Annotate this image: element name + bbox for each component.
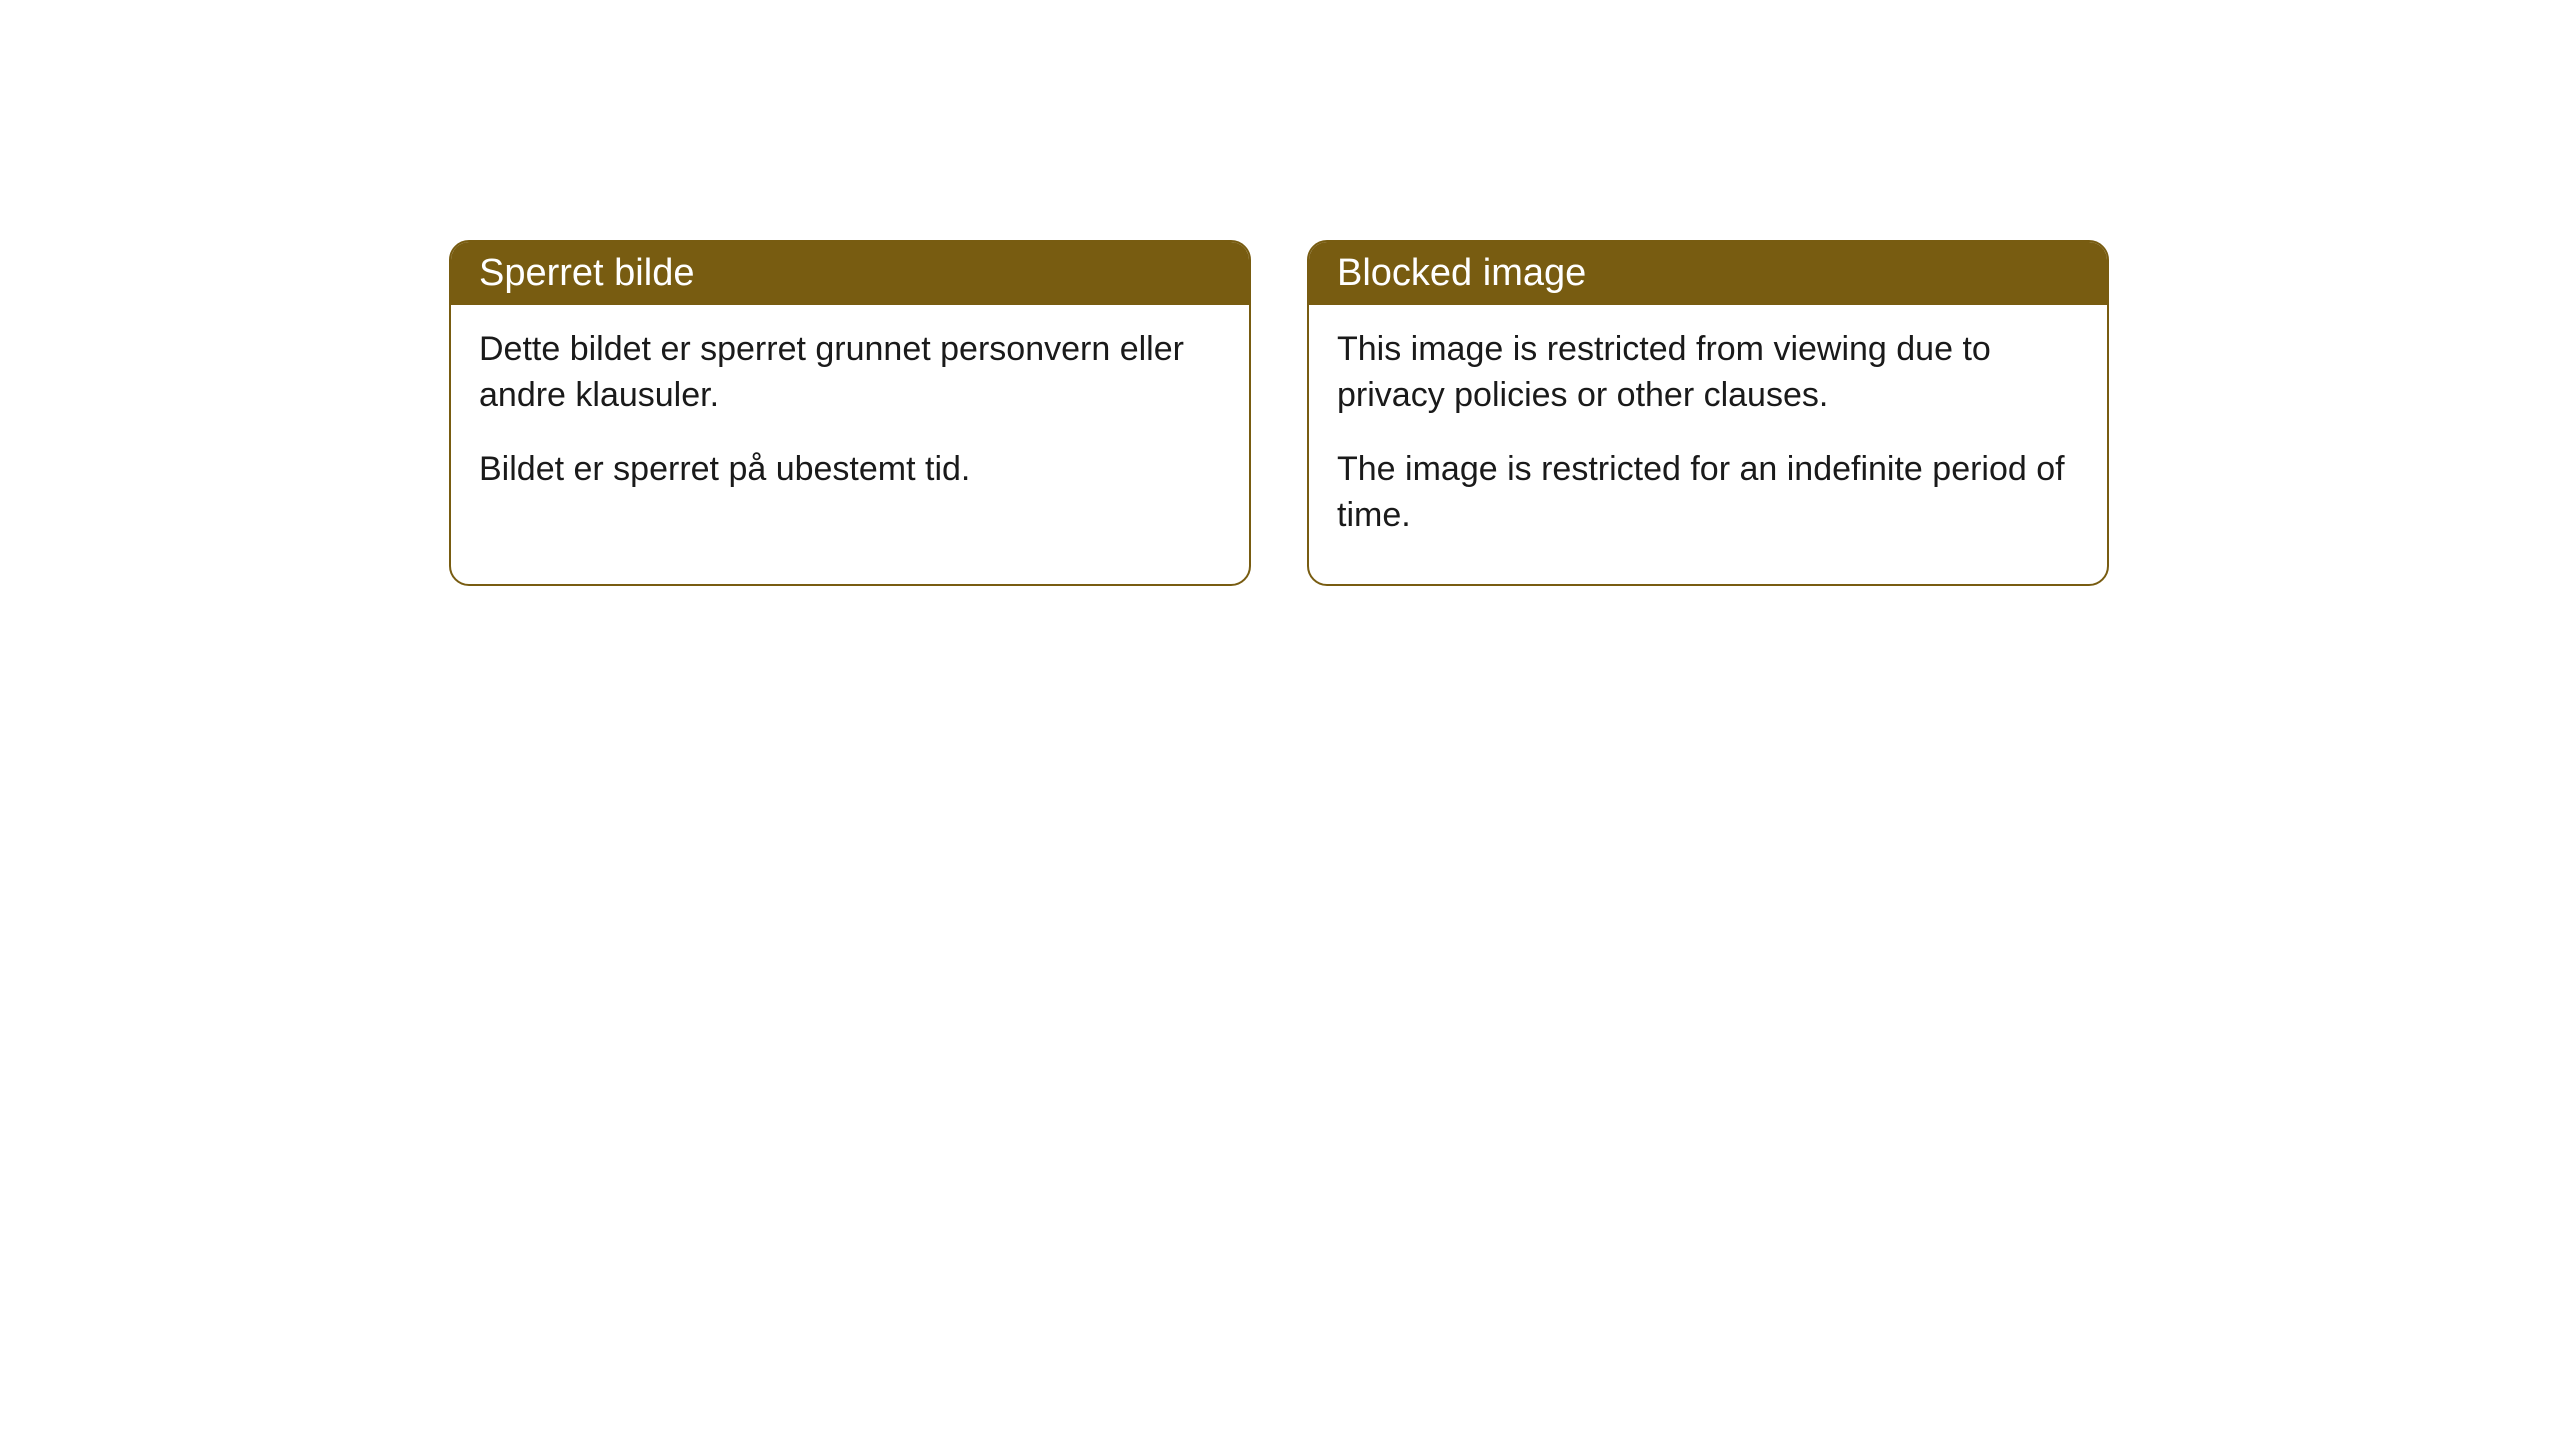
card-body-norwegian: Dette bildet er sperret grunnet personve…: [451, 305, 1249, 538]
cards-container: Sperret bilde Dette bildet er sperret gr…: [449, 240, 2109, 586]
card-header-english: Blocked image: [1309, 242, 2107, 305]
card-body-english: This image is restricted from viewing du…: [1309, 305, 2107, 584]
card-paragraph-2: The image is restricted for an indefinit…: [1337, 447, 2079, 539]
card-header-norwegian: Sperret bilde: [451, 242, 1249, 305]
card-paragraph-2: Bildet er sperret på ubestemt tid.: [479, 447, 1221, 493]
card-english: Blocked image This image is restricted f…: [1307, 240, 2109, 586]
card-paragraph-1: This image is restricted from viewing du…: [1337, 327, 2079, 419]
card-norwegian: Sperret bilde Dette bildet er sperret gr…: [449, 240, 1251, 586]
card-paragraph-1: Dette bildet er sperret grunnet personve…: [479, 327, 1221, 419]
